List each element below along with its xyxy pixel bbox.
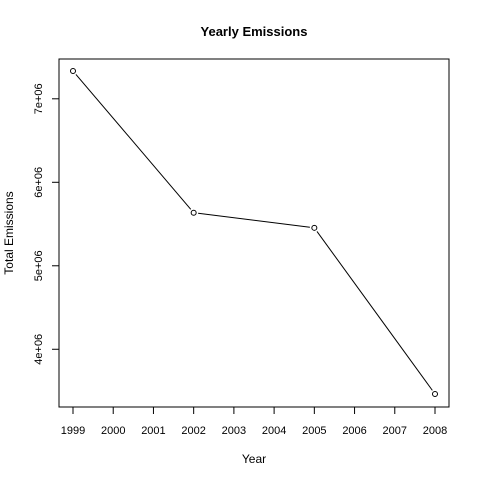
x-tick-label: 2004 <box>262 425 286 437</box>
plot-frame <box>58 58 450 408</box>
x-tick-label: 2007 <box>383 425 407 437</box>
x-tick-label: 2005 <box>302 425 326 437</box>
x-tick-label: 2000 <box>101 425 125 437</box>
x-axis-label: Year <box>242 452 266 466</box>
series-segment <box>75 74 192 210</box>
y-axis: 4e+06 5e+06 6e+06 7e+06 <box>33 83 60 365</box>
y-tick-label: 7e+06 <box>33 83 45 114</box>
y-tick-label: 6e+06 <box>33 167 45 198</box>
data-point <box>432 391 438 397</box>
x-tick-label: 2003 <box>222 425 246 437</box>
y-axis-label: Total Emissions <box>2 191 16 274</box>
chart-title: Yearly Emissions <box>201 24 308 39</box>
data-point <box>311 224 318 231</box>
series-emissions <box>70 68 438 397</box>
data-point <box>190 209 197 216</box>
x-tick-label: 1999 <box>61 425 85 437</box>
y-tick-label: 5e+06 <box>33 250 45 281</box>
series-segment <box>198 212 310 228</box>
x-tick-label: 2001 <box>141 425 165 437</box>
x-axis: 1999 2000 2001 2002 2003 2004 2005 2006 2007 2008 <box>61 406 447 437</box>
x-tick-label: 2008 <box>423 425 447 437</box>
series-segment <box>316 231 433 391</box>
x-tick-label: 2002 <box>181 425 205 437</box>
data-point <box>70 68 76 74</box>
y-tick-label: 4e+06 <box>33 334 45 365</box>
x-tick-label: 2006 <box>342 425 366 437</box>
